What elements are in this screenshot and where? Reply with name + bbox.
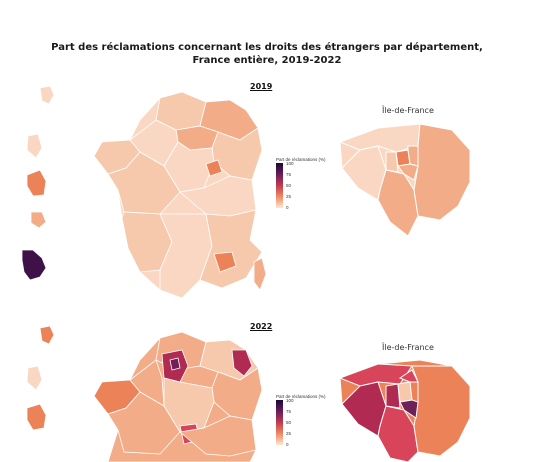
overseas-mayotte-2019 (21, 249, 47, 281)
panel-year-2022: 2022 (250, 322, 273, 331)
idf-paris-2022 (397, 381, 413, 403)
legend-tick-2019: 100 (286, 161, 294, 166)
legend-tick-2019: 0 (286, 205, 289, 210)
legend-title-2022: Part de réclamations (%) (276, 394, 326, 399)
region-bdr-2019 (213, 251, 237, 273)
idf-val-de-marne-2019 (397, 163, 419, 181)
legend-tick-2022: 0 (286, 442, 289, 447)
map-title-line-2: France entière, 2019-2022 (192, 55, 342, 66)
overseas-guyane-2019 (26, 169, 47, 197)
legend-tick-2019: 75 (286, 172, 292, 177)
legend-tick-2022: 100 (286, 398, 294, 403)
legend-tick-2019: 25 (286, 194, 292, 199)
idf-inset-title-2022: Île-de-France (382, 343, 434, 352)
region-alsace-2022 (231, 349, 253, 377)
region-paris-core-2022 (169, 357, 181, 371)
overseas-martinique-2019 (26, 133, 43, 159)
legend-tick-2019: 50 (286, 183, 292, 188)
overseas-martinique-2022 (26, 365, 43, 391)
legend-title-2019: Part de réclamations (%) (276, 157, 326, 162)
map-title: Part des réclamations concernant les dro… (0, 41, 534, 67)
overseas-guadeloupe-2022 (39, 325, 55, 345)
region-center-hotspot-2019 (205, 159, 223, 177)
legend-tick-2022: 75 (286, 409, 292, 414)
idf-seine-et-marne-2022 (411, 365, 471, 457)
panel-year-2019: 2019 (250, 82, 273, 91)
idf-val-de-marne-2022 (399, 399, 419, 419)
idf-hauts-de-seine-2022 (385, 383, 401, 409)
overseas-guyane-2022 (26, 403, 47, 431)
overseas-guadeloupe-2019 (39, 85, 55, 105)
legend-colorbar-2022 (276, 400, 283, 445)
legend-tick-2022: 50 (286, 420, 292, 425)
idf-seine-st-denis-2022 (398, 369, 419, 383)
map-title-line-1: Part des réclamations concernant les dro… (51, 42, 483, 53)
legend-tick-2022: 25 (286, 431, 292, 436)
legend-colorbar-2019 (276, 163, 283, 208)
region-loire-2022 (129, 359, 165, 407)
idf-hauts-de-seine-2019 (385, 151, 399, 173)
region-rhone-2022 (179, 415, 257, 457)
overseas-reunion-2019 (30, 211, 47, 229)
corsica-2019 (253, 257, 267, 291)
idf-inset-title-2019: Île-de-France (382, 106, 434, 115)
